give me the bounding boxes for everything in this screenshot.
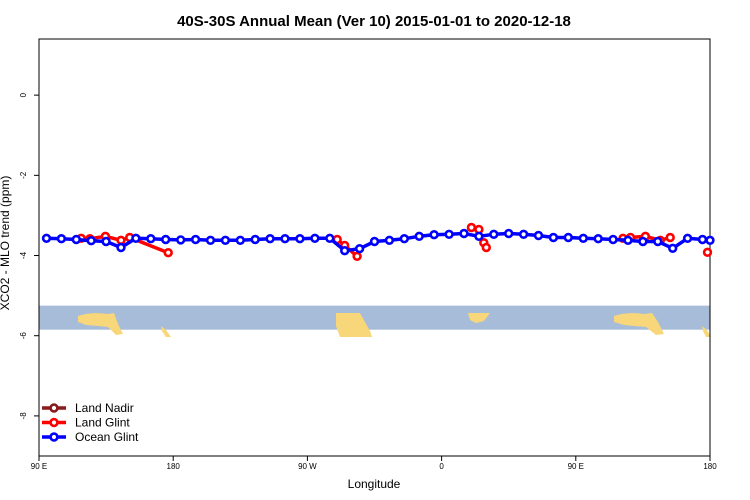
- data-point: [116, 242, 126, 253]
- data-point: [101, 236, 111, 247]
- y-tick-label: 0: [19, 92, 28, 97]
- y-tick-label: -8: [19, 412, 28, 420]
- legend-label: Land Nadir: [75, 401, 134, 415]
- data-point: [474, 231, 484, 242]
- data-point: [518, 229, 529, 240]
- series-line: [46, 231, 711, 253]
- x-axis: 90 E 180 90 W 0 90 E 180: [31, 456, 717, 471]
- data-point: [41, 233, 52, 244]
- data-point: [176, 235, 186, 245]
- y-tick-label: -2: [19, 171, 28, 179]
- data-point: [163, 248, 173, 258]
- x-tick-label: 180: [167, 462, 181, 471]
- map-land-shapes: [78, 313, 711, 337]
- map-ocean-band: [39, 305, 710, 330]
- data-point: [563, 232, 573, 243]
- data-point: [295, 234, 305, 244]
- x-tick-label: 90 E: [31, 462, 47, 471]
- x-tick-label: 90 W: [298, 462, 317, 471]
- data-point: [71, 234, 82, 245]
- map-strip: [39, 305, 711, 337]
- data-point: [489, 229, 499, 240]
- x-tick-label: 90 E: [568, 462, 584, 471]
- data-point: [384, 235, 395, 246]
- data-point: [265, 234, 275, 244]
- data-point: [682, 233, 693, 244]
- data-point: [235, 235, 246, 246]
- africa-land: [468, 313, 490, 323]
- x-tick-label: 180: [703, 462, 717, 471]
- data-point: [161, 234, 171, 245]
- y-tick-label: -6: [19, 332, 28, 340]
- legend-swatch-marker: [49, 417, 59, 428]
- data-point: [352, 251, 362, 261]
- data-point: [250, 234, 260, 245]
- x-tick-label: 0: [439, 462, 444, 471]
- y-tick-label: -4: [19, 251, 28, 259]
- data-point: [116, 235, 126, 246]
- data-point: [608, 234, 618, 245]
- series-layer: [41, 222, 715, 261]
- data-point: [369, 236, 380, 247]
- australia-land: [78, 313, 123, 335]
- data-point: [325, 233, 335, 244]
- data-point: [466, 222, 477, 233]
- data-point: [56, 234, 67, 244]
- australia-land-repeat: [614, 313, 664, 335]
- data-point: [354, 244, 365, 254]
- data-point: [399, 234, 409, 244]
- data-point: [310, 233, 320, 244]
- legend-swatch-marker: [49, 432, 59, 442]
- plot-frame: [38, 38, 711, 457]
- data-point: [131, 233, 141, 244]
- data-point: [653, 236, 663, 247]
- data-point: [481, 242, 491, 253]
- y-axis: 0 -2 -4 -6 -8: [19, 92, 39, 419]
- data-point: [190, 234, 201, 245]
- data-point: [429, 230, 439, 240]
- data-point: [638, 236, 648, 247]
- data-point: [280, 234, 290, 244]
- legend-label: Land Glint: [75, 416, 130, 430]
- data-point: [504, 228, 514, 239]
- data-point: [702, 247, 713, 258]
- data-point: [459, 228, 469, 239]
- data-point: [623, 235, 633, 246]
- data-point: [578, 233, 588, 244]
- legend-swatch-marker: [49, 403, 59, 413]
- new-zealand-land: [161, 326, 171, 337]
- chart-title: 40S-30S Annual Mean (Ver 10) 2015-01-01 …: [177, 13, 571, 30]
- data-point: [665, 232, 675, 243]
- data-point: [548, 232, 559, 243]
- data-point: [533, 230, 544, 241]
- data-point: [697, 234, 708, 245]
- data-point: [705, 235, 715, 246]
- x-axis-label: Longitude: [348, 477, 401, 491]
- series-ocean-glint: [41, 228, 715, 256]
- y-axis-label: XCO2 - MLO trend (ppm): [0, 176, 12, 311]
- new-zealand-land-repeat: [702, 326, 711, 337]
- data-point: [146, 234, 156, 244]
- data-point: [593, 234, 603, 244]
- data-point: [340, 246, 350, 256]
- legend-label: Ocean Glint: [75, 430, 139, 444]
- data-point: [220, 235, 231, 246]
- data-point: [667, 243, 678, 254]
- data-point: [414, 231, 424, 242]
- data-point: [86, 236, 96, 246]
- data-point: [205, 235, 216, 246]
- south-america-land: [336, 313, 372, 337]
- data-point: [444, 229, 454, 240]
